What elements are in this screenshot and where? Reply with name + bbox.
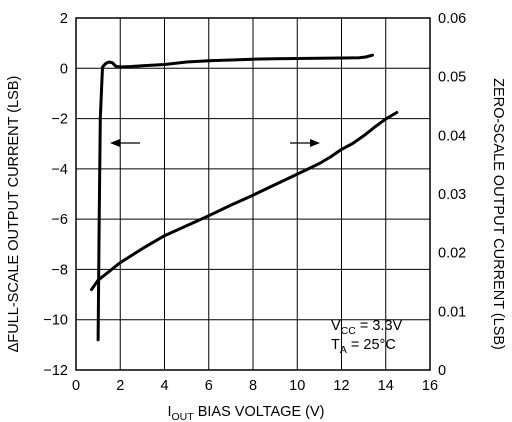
y-right-tick-label: 0.01: [438, 304, 466, 320]
x-tick-label: 16: [422, 378, 438, 394]
grid: [76, 18, 430, 370]
y-left-tick-label: −4: [51, 162, 68, 178]
y-right-tick-label: 0: [438, 363, 446, 379]
x-axis-title: IOUT BIAS VOLTAGE (V): [167, 404, 324, 422]
left-axis-arrow: [110, 139, 140, 147]
y-left-tick-label: 0: [60, 61, 68, 77]
y-left-tick-label: −2: [51, 112, 68, 128]
y-axis-right-title: ZERO-SCALE OUTPUT CURRENT (LSB): [490, 78, 506, 350]
y-right-tick-label: 0.05: [438, 70, 466, 86]
tick-labels: 0 2 4 6 8 10 12 14 16 2 0 −2 −4 −6 −8 −10 −12 0.06 0.05 0.0…: [43, 11, 466, 394]
y-left-tick-label: 2: [60, 11, 68, 27]
series-line-full-scale: [96, 53, 374, 342]
condition-ta: TA = 25°C: [331, 337, 396, 356]
y-left-tick-label: −6: [51, 212, 68, 228]
condition-vcc: VCC = 3.3V: [331, 318, 403, 337]
y-right-tick-label: 0.06: [438, 11, 466, 27]
y-right-tick-label: 0.02: [438, 246, 466, 262]
y-right-tick-label: 0.04: [438, 128, 466, 144]
y-left-tick-label: −8: [51, 262, 68, 278]
x-tick-label: 8: [249, 378, 257, 394]
x-tick-label: 14: [378, 378, 394, 394]
y-left-tick-label: −12: [43, 363, 68, 379]
series-line-zero-scale: [90, 111, 399, 292]
x-tick-label: 2: [116, 378, 124, 394]
x-tick-label: 6: [205, 378, 213, 394]
y-left-tick-label: −10: [43, 313, 68, 329]
x-tick-label: 4: [160, 378, 168, 394]
x-tick-label: 12: [333, 378, 349, 394]
series-group: [90, 53, 399, 342]
right-axis-arrow: [290, 139, 320, 147]
plot-frame: [75, 17, 431, 371]
x-tick-label: 10: [289, 378, 305, 394]
x-tick-label: 0: [72, 378, 80, 394]
y-axis-left-title: ΔFULL-SCALE OUTPUT CURRENT (LSB): [6, 76, 22, 353]
y-right-tick-label: 0.03: [438, 187, 466, 203]
